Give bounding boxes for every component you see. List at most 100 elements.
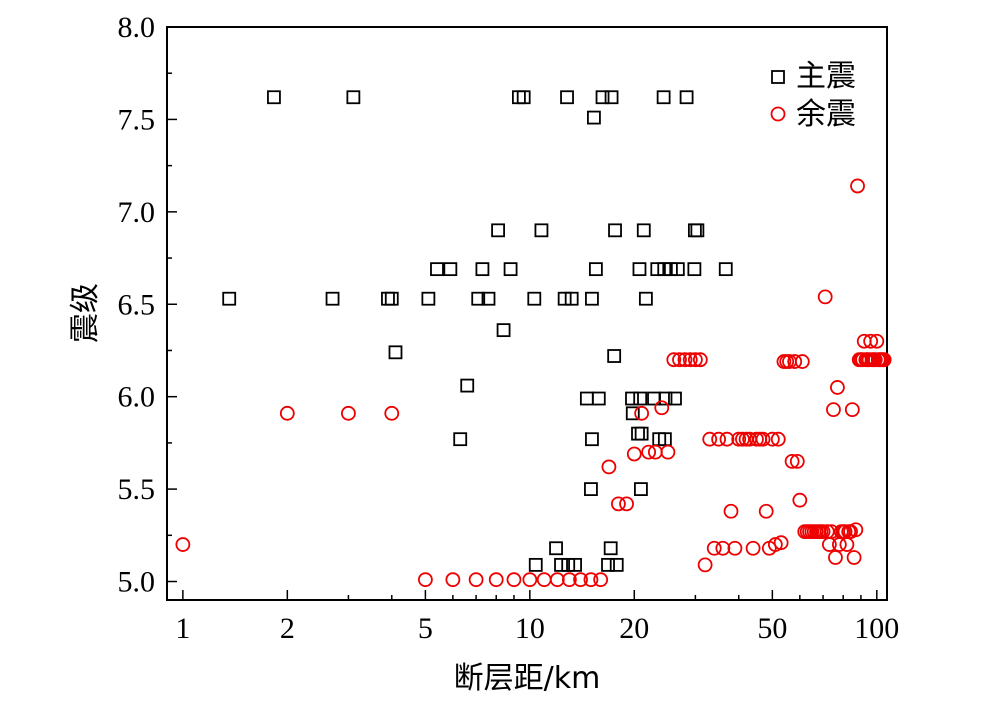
- mainshock-point: [491, 223, 505, 238]
- aftershock-point: [876, 352, 892, 368]
- aftershock-point: [619, 496, 634, 512]
- mainshock-point: [516, 90, 531, 105]
- aftershock-point: [839, 537, 855, 552]
- mainshock-point: [604, 90, 619, 105]
- mainshock-point: [557, 291, 572, 306]
- aftershock-point: [593, 572, 609, 588]
- aftershock-point: [384, 405, 400, 421]
- mainshock-point: [585, 291, 599, 306]
- mainshock-point: [625, 406, 640, 421]
- aftershock-point: [561, 572, 577, 588]
- mainshock-point: [430, 262, 444, 277]
- mainshock-point: [267, 90, 281, 105]
- x-tick-label: 2: [280, 612, 295, 645]
- aftershock-point: [583, 572, 599, 588]
- aftershock-point: [626, 446, 642, 462]
- mainshock-point: [638, 291, 653, 306]
- aftershock-point: [767, 537, 783, 552]
- x-tick-label: 20: [619, 612, 649, 645]
- aftershock-point: [506, 572, 522, 588]
- mainshock-point: [443, 262, 458, 277]
- aftershock-point: [846, 550, 862, 565]
- aftershock-point: [826, 402, 841, 418]
- mainshock-point: [670, 262, 685, 277]
- aftershock-point: [745, 540, 761, 556]
- aftershock-point: [817, 289, 833, 305]
- mainshock-point: [591, 391, 606, 406]
- mainshock-point: [631, 426, 645, 441]
- mainshock-point: [384, 291, 399, 306]
- aftershock-point: [815, 524, 831, 540]
- aftershock-point: [175, 537, 191, 552]
- aftershock-point: [850, 178, 865, 194]
- y-tick-label: 7.5: [118, 103, 156, 136]
- aftershock-point: [341, 405, 356, 421]
- aftershock-point: [536, 572, 552, 588]
- mainshock-point: [609, 557, 624, 572]
- aftershock-point: [641, 444, 657, 460]
- aftershock-point: [445, 572, 461, 588]
- mainshock-point: [601, 557, 615, 572]
- aftershock-point: [758, 503, 774, 519]
- mainshock-point: [657, 432, 672, 447]
- aftershock-point: [417, 572, 433, 588]
- aftershock-point: [279, 405, 295, 421]
- series-mainshock: [222, 90, 733, 572]
- aftershock-point: [764, 431, 780, 447]
- aftershock-point: [789, 453, 805, 469]
- mainshock-point: [388, 345, 403, 360]
- aftershock-point: [692, 352, 708, 368]
- x-tick-label: 100: [854, 612, 899, 645]
- mainshock-point: [503, 262, 518, 277]
- mainshock-point: [603, 541, 618, 556]
- aftershock-point: [715, 540, 731, 556]
- mainshock-point: [453, 432, 468, 447]
- aftershock-point: [687, 352, 703, 368]
- mainshock-point: [584, 482, 598, 496]
- y-tick-label: 6.0: [118, 381, 156, 414]
- mainshock-point: [658, 391, 673, 406]
- mainshock-point: [607, 349, 622, 363]
- aftershock-point: [735, 431, 750, 447]
- aftershock-point: [702, 431, 718, 447]
- mainshock-point: [421, 291, 436, 306]
- y-tick-label: 5.5: [118, 473, 156, 506]
- aftershock-point: [672, 352, 687, 368]
- aftershock-point: [755, 431, 771, 447]
- aftershock-point: [831, 537, 847, 552]
- aftershock-point: [784, 453, 800, 469]
- legend-label-mainshock: 主震: [796, 59, 856, 94]
- mainshock-point: [475, 262, 490, 277]
- aftershock-point: [654, 400, 670, 416]
- aftershock-point: [660, 444, 676, 460]
- aftershock-point: [634, 405, 650, 421]
- mainshock-point: [588, 262, 603, 277]
- mainshock-point: [585, 432, 599, 447]
- aftershock-point: [792, 492, 808, 508]
- x-tick-label: 50: [757, 612, 787, 645]
- mainshock-point: [579, 391, 594, 406]
- aftershock-point: [677, 352, 693, 368]
- mainshock-point: [634, 426, 649, 441]
- mainshock-point: [595, 90, 610, 105]
- mainshock-point: [222, 291, 237, 306]
- aftershock-point: [773, 535, 789, 551]
- mainshock-point: [679, 90, 694, 105]
- aftershock-point: [706, 540, 722, 556]
- aftershock-point: [573, 572, 588, 588]
- mainshock-point: [718, 262, 733, 277]
- aftershock-point: [830, 380, 845, 395]
- aftershock-point: [727, 540, 743, 556]
- x-axis-ticks: 1 2 5 10 20 50 100: [175, 590, 899, 645]
- mainshock-point: [512, 90, 526, 105]
- aftershock-point: [794, 354, 810, 369]
- mainshock-point: [587, 110, 601, 125]
- x-tick-label: 5: [418, 612, 433, 645]
- mainshock-point: [549, 541, 563, 556]
- aftershock-point: [844, 402, 860, 418]
- aftershock-point: [666, 352, 682, 368]
- legend-marker-aftershock: [770, 106, 786, 122]
- aftershock-point: [601, 459, 617, 475]
- plot-frame: [166, 26, 888, 601]
